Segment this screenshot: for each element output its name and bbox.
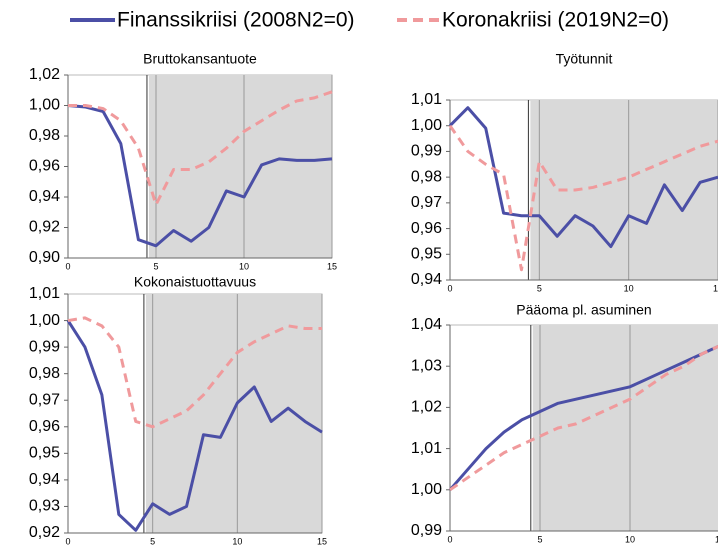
x-tick-label: 0 — [65, 536, 70, 545]
y-tick-label: 0,97 — [29, 391, 60, 408]
x-tick-label: 10 — [625, 534, 635, 544]
y-tick-label: 0,94 — [29, 188, 60, 205]
x-tick-label: 0 — [65, 261, 70, 271]
x-tick-label: 5 — [150, 536, 155, 545]
y-tick-label: 0,94 — [29, 471, 60, 488]
panel-title: Bruttokansantuote — [143, 51, 257, 67]
series-line — [449, 344, 718, 492]
panel-title: Pääoma pl. asuminen — [516, 302, 651, 318]
y-tick-label: 0,96 — [411, 220, 442, 237]
series-line — [67, 316, 322, 429]
y-tick-label: 0,99 — [411, 522, 442, 539]
x-tick-label: 15 — [713, 283, 718, 293]
y-tick-label: 1,00 — [29, 312, 60, 329]
y-tick-label: 0,96 — [29, 158, 60, 175]
y-tick-label: 1,03 — [411, 357, 442, 374]
y-tick-label: 1,01 — [29, 285, 60, 302]
x-tick-label: 5 — [537, 534, 542, 544]
panel-title: Kokonaistuottavuus — [134, 274, 256, 290]
series-line — [68, 90, 333, 207]
series-line — [448, 344, 718, 491]
y-tick-label: 0,90 — [29, 249, 60, 266]
y-tick-label: 0,95 — [411, 246, 442, 263]
x-tick-label: 15 — [715, 534, 718, 544]
y-tick-label: 0,98 — [411, 168, 442, 185]
y-tick-label: 0,95 — [29, 445, 60, 462]
y-tick-label: 1,00 — [411, 481, 442, 498]
x-tick-label: 10 — [624, 283, 634, 293]
x-tick-label: 5 — [153, 261, 158, 271]
y-tick-label: 0,99 — [29, 338, 60, 355]
y-tick-label: 0,99 — [411, 143, 442, 160]
shaded-period — [148, 75, 332, 258]
y-tick-label: 0,94 — [411, 271, 442, 288]
y-tick-label: 0,92 — [29, 219, 60, 236]
x-tick-label: 10 — [239, 261, 249, 271]
y-tick-label: 0,97 — [411, 194, 442, 211]
y-tick-label: 0,92 — [29, 524, 60, 541]
x-tick-label: 5 — [537, 283, 542, 293]
y-tick-label: 1,04 — [411, 316, 442, 333]
series-line — [67, 104, 333, 248]
y-tick-label: 0,96 — [29, 418, 60, 435]
x-tick-label: 10 — [232, 536, 242, 545]
y-tick-label: 1,00 — [411, 117, 442, 134]
x-tick-label: 15 — [317, 536, 327, 545]
series-line — [448, 124, 718, 272]
x-tick-label: 0 — [447, 283, 452, 293]
series-line — [66, 319, 323, 532]
y-tick-label: 1,01 — [411, 440, 442, 457]
legend-label: Koronakriisi (2019N2=0) — [442, 9, 669, 32]
y-tick-label: 1,00 — [29, 97, 60, 114]
y-tick-label: 0,93 — [29, 498, 60, 515]
y-tick-label: 0,98 — [29, 365, 60, 382]
x-tick-label: 0 — [447, 534, 452, 544]
y-tick-label: 1,02 — [411, 399, 442, 416]
legend-label: Finanssikriisi (2008N2=0) — [117, 9, 355, 32]
x-tick-label: 15 — [327, 261, 337, 271]
y-tick-label: 1,02 — [29, 66, 60, 83]
panel-title: Työtunnit — [556, 51, 613, 67]
y-tick-label: 1,01 — [411, 91, 442, 108]
y-tick-label: 0,98 — [29, 127, 60, 144]
